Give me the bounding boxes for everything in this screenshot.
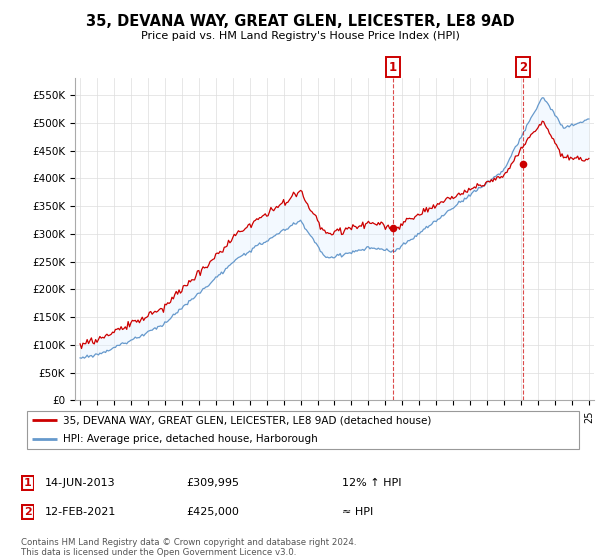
Text: Contains HM Land Registry data © Crown copyright and database right 2024.
This d: Contains HM Land Registry data © Crown c… (21, 538, 356, 557)
Text: HPI: Average price, detached house, Harborough: HPI: Average price, detached house, Harb… (63, 435, 318, 445)
Text: 1: 1 (389, 60, 397, 73)
Text: 14-JUN-2013: 14-JUN-2013 (45, 478, 116, 488)
Text: Price paid vs. HM Land Registry's House Price Index (HPI): Price paid vs. HM Land Registry's House … (140, 31, 460, 41)
Text: £309,995: £309,995 (186, 478, 239, 488)
Text: 1: 1 (24, 478, 31, 488)
FancyBboxPatch shape (22, 475, 34, 490)
Text: 12% ↑ HPI: 12% ↑ HPI (342, 478, 401, 488)
Text: ≈ HPI: ≈ HPI (342, 507, 373, 517)
Text: £425,000: £425,000 (186, 507, 239, 517)
FancyBboxPatch shape (22, 505, 34, 519)
Text: 2: 2 (519, 60, 527, 73)
Text: 12-FEB-2021: 12-FEB-2021 (45, 507, 116, 517)
Text: 35, DEVANA WAY, GREAT GLEN, LEICESTER, LE8 9AD: 35, DEVANA WAY, GREAT GLEN, LEICESTER, L… (86, 14, 514, 29)
Text: 2: 2 (24, 507, 31, 517)
Text: 35, DEVANA WAY, GREAT GLEN, LEICESTER, LE8 9AD (detached house): 35, DEVANA WAY, GREAT GLEN, LEICESTER, L… (63, 415, 431, 425)
FancyBboxPatch shape (27, 411, 579, 449)
